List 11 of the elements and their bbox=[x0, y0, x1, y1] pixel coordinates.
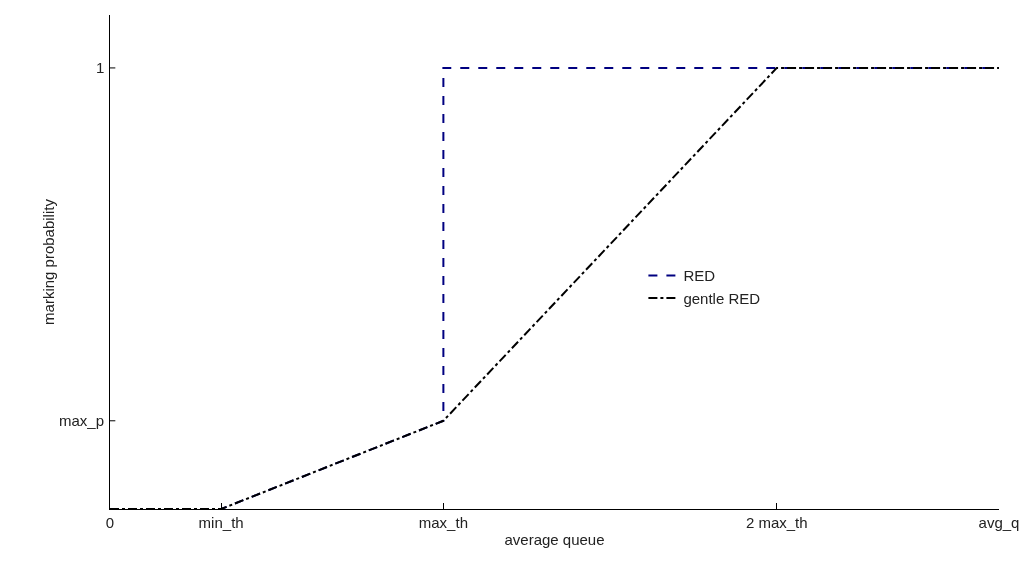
x-axis-title: average queue bbox=[504, 531, 605, 548]
x-tick-label: max_th bbox=[418, 514, 468, 531]
legend-label: RED bbox=[683, 267, 716, 285]
x-tick-label: avg_q bbox=[978, 514, 1020, 531]
y-axis-title: marking probability bbox=[40, 198, 58, 325]
x-tick-label: 0 bbox=[105, 514, 115, 531]
x-tick-label: 2 max_th bbox=[745, 514, 808, 531]
text: 1 bbox=[96, 59, 105, 76]
x-tick-label: min_th bbox=[198, 514, 244, 531]
text: max_p bbox=[59, 412, 105, 429]
legend-label: gentle RED bbox=[683, 289, 761, 307]
